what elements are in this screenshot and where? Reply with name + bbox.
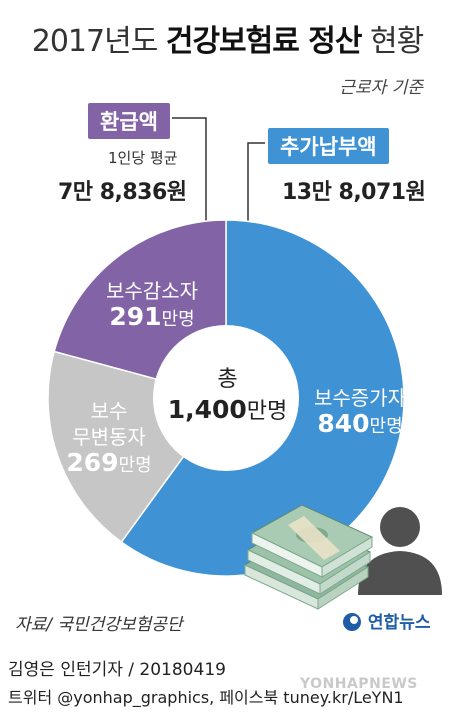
title-suffix: 현황 xyxy=(361,24,424,59)
slice-name-decrease: 보수감소자 xyxy=(106,279,198,303)
additional-leader-line xyxy=(247,142,265,248)
yonhap-logo: 연합뉴스 xyxy=(342,608,430,633)
donut-hole xyxy=(153,325,299,471)
social-line: 트위터 @yonhap_graphics, 페이스북 tuney.kr/LeYN… xyxy=(8,688,404,707)
money-stack-icon xyxy=(243,504,442,610)
person-silhouette-icon xyxy=(358,507,442,595)
page-title: 2017년도 건강보험료 정산 현황 xyxy=(0,16,455,60)
slice-label-increase: 보수증가자 840만명 xyxy=(300,385,420,440)
title-main: 건강보험료 정산 xyxy=(165,24,363,59)
center-total-unit: 만명 xyxy=(246,399,288,424)
slice-unit-nochange: 만명 xyxy=(118,455,152,476)
center-total: 총 1,400만명 xyxy=(0,365,455,427)
slice-value-nochange: 269 xyxy=(66,448,119,477)
slice-unit-decrease: 만명 xyxy=(161,309,195,330)
slice-name-increase: 보수증가자 xyxy=(314,386,406,410)
yonhap-logo-text: 연합뉴스 xyxy=(367,613,431,633)
refund-badge: 환급액 xyxy=(88,103,170,139)
subtitle: 근로자 기준 xyxy=(339,78,423,98)
refund-leader-line xyxy=(172,117,207,248)
slice-name-nochange-2: 무변동자 xyxy=(72,425,146,449)
refund-avg-value: 7만 8,836원 xyxy=(58,180,187,205)
byline: 김영은 인턴기자 / 20180419 xyxy=(8,660,226,680)
slice-name-nochange-1: 보수 xyxy=(90,399,128,423)
slice-value-increase: 840 xyxy=(317,409,370,438)
source-note: 자료/ 국민건강보험공단 xyxy=(15,615,183,635)
title-year: 2017년도 xyxy=(31,24,166,59)
refund-avg-label: 1인당 평균 xyxy=(108,149,178,167)
center-total-value: 1,400 xyxy=(167,395,247,424)
slice-value-decrease: 291 xyxy=(109,302,162,331)
slice-label-nochange: 보수 무변동자 269만명 xyxy=(54,398,164,479)
center-total-label: 총 xyxy=(217,367,238,392)
yonhap-logo-icon xyxy=(343,613,361,631)
additional-avg-value: 13만 8,071원 xyxy=(282,180,426,205)
additional-badge: 추가납부액 xyxy=(268,128,389,164)
slice-label-decrease: 보수감소자 291만명 xyxy=(92,278,212,333)
watermark: YONHAPNEWS xyxy=(300,676,418,692)
slice-unit-increase: 만명 xyxy=(369,416,403,437)
